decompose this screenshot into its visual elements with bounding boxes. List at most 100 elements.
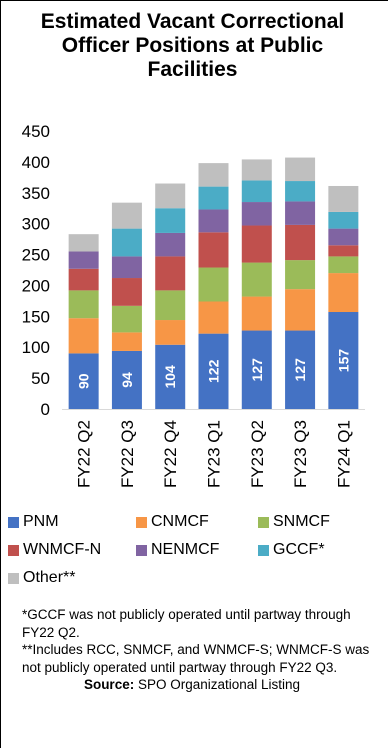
bar-segment-pnm <box>111 350 142 409</box>
bar-segment-wnmcf-n <box>68 268 99 291</box>
bar-segment-nenmcf <box>328 228 359 246</box>
chart-notes: *GCCF was not publicly operated until pa… <box>22 606 372 694</box>
data-label: 94 <box>119 372 135 388</box>
bar-segment-nenmcf <box>111 256 142 279</box>
data-label: 122 <box>206 359 222 383</box>
bar-segment-snmcf <box>241 262 272 297</box>
bar-segment-snmcf <box>155 290 186 321</box>
source-text: SPO Organizational Listing <box>134 677 301 692</box>
bar-segment-nenmcf <box>155 232 186 257</box>
y-tick-label: 400 <box>22 153 50 172</box>
bar-segment-snmcf <box>198 267 229 302</box>
legend-swatch <box>8 572 19 584</box>
bar-segment-pnm <box>155 344 186 409</box>
bar-segment-nenmcf <box>285 201 316 225</box>
data-label: 157 <box>335 349 351 373</box>
y-tick-label: 200 <box>22 276 50 295</box>
legend-swatch <box>258 544 269 556</box>
bar-segment-other <box>111 202 142 229</box>
x-tick-label: FY23 Q3 <box>291 420 310 488</box>
legend-swatch <box>8 516 19 528</box>
bar-segment-cnmcf <box>111 332 142 351</box>
x-tick-label: FY23 Q1 <box>205 420 224 488</box>
chart-legend: PNM CNMCF SNMCF WNMCF-N NENMCF GCCF* Other** <box>8 508 378 592</box>
legend-item: NENMCF <box>136 536 258 564</box>
legend-item: GCCF* <box>258 536 325 564</box>
source-label: Source: <box>83 677 135 692</box>
bar-segment-wnmcf-n <box>155 256 186 291</box>
legend-item: WNMCF-N <box>8 536 136 564</box>
bar-segment-gccf <box>285 181 316 202</box>
x-tick-label: FY24 Q1 <box>334 420 353 488</box>
legend-item: CNMCF <box>136 508 258 536</box>
data-label: 90 <box>76 373 92 389</box>
legend-label: WNMCF-N <box>23 541 102 558</box>
note-gccf: *GCCF was not publicly operated until pa… <box>22 607 351 640</box>
y-tick-label: 50 <box>31 369 50 388</box>
chart-title: Estimated Vacant Correctional Officer Po… <box>40 10 345 81</box>
bar-segment-cnmcf <box>155 320 186 345</box>
bar-segment-gccf <box>328 211 359 229</box>
legend-label: Other** <box>23 569 76 586</box>
legend-label: PNM <box>23 513 59 530</box>
legend-label: CNMCF <box>151 513 209 530</box>
bar-segment-snmcf <box>328 256 359 274</box>
legend-item: PNM <box>8 508 136 536</box>
bar-segment-pnm <box>328 312 359 409</box>
bar-segment-wnmcf-n <box>328 245 359 257</box>
bar-segment-gccf <box>155 208 186 233</box>
y-tick-label: 250 <box>22 246 50 265</box>
legend-swatch <box>258 516 269 528</box>
bar-segment-nenmcf <box>241 202 272 226</box>
y-tick-label: 150 <box>22 307 50 326</box>
bar-segment-other <box>68 234 99 252</box>
note-other: **Includes RCC, SNMCF, and WNMCF-S; WNMC… <box>22 642 370 675</box>
bar-segment-nenmcf <box>198 209 229 233</box>
bar-segment-other <box>155 183 186 209</box>
source-line: Source: SPO Organizational Listing <box>22 676 372 694</box>
legend-item: SNMCF <box>258 508 330 536</box>
x-tick-label: FY22 Q4 <box>161 420 180 488</box>
bar-segment-pnm <box>198 333 229 409</box>
bar-segment-cnmcf <box>328 273 359 313</box>
stacked-bar-chart: 0 50 100 150 200 250 300 350 400 450 90 FY22 Q2 94 FY… <box>22 122 365 488</box>
legend-label: SNMCF <box>273 513 330 530</box>
legend-swatch <box>136 544 147 556</box>
legend-swatch <box>8 544 19 556</box>
bar-segment-gccf <box>111 228 142 257</box>
bar-segment-cnmcf <box>68 318 99 354</box>
x-tick-label: FY22 Q3 <box>118 420 137 488</box>
bar-segment-snmcf <box>111 305 142 333</box>
bar-segment-other <box>328 185 359 212</box>
bar-segment-cnmcf <box>198 301 229 334</box>
data-label: 104 <box>162 365 178 389</box>
y-tick-label: 350 <box>22 184 50 203</box>
bar-segment-nenmcf <box>68 251 99 269</box>
data-label: 127 <box>292 358 308 382</box>
y-tick-label: 0 <box>41 400 50 419</box>
data-label: 127 <box>249 358 265 382</box>
bar-segment-cnmcf <box>285 289 316 331</box>
bar-segment-other <box>241 159 272 181</box>
bar-segment-gccf <box>241 180 272 203</box>
bar-segment-gccf <box>198 186 229 210</box>
bar-segment-cnmcf <box>241 296 272 331</box>
x-tick-label: FY23 Q2 <box>248 420 267 488</box>
x-tick-label: FY22 Q2 <box>75 420 94 488</box>
bar-segment-wnmcf-n <box>198 232 229 268</box>
legend-swatch <box>136 516 147 528</box>
legend-item: Other** <box>8 564 136 592</box>
bar-segment-wnmcf-n <box>241 225 272 263</box>
bar-segment-wnmcf-n <box>111 278 142 306</box>
y-tick-label: 450 <box>22 122 50 141</box>
legend-label: NENMCF <box>151 541 220 558</box>
bar-segment-pnm <box>68 353 99 409</box>
bar-segment-other <box>285 157 316 182</box>
y-tick-label: 100 <box>22 338 50 357</box>
bar-segment-pnm <box>241 330 272 409</box>
bar-segment-snmcf <box>285 260 316 290</box>
bar-segment-other <box>198 163 229 187</box>
y-tick-label: 300 <box>22 215 50 234</box>
bar-segment-pnm <box>285 330 316 409</box>
